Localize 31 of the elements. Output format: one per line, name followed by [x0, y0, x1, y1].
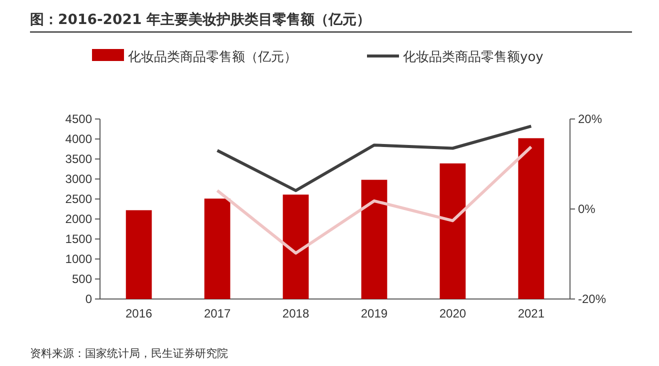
y-tick-label: 3000 [65, 172, 92, 186]
y-tick-label: 2000 [65, 212, 92, 226]
y-tick-label: 0 [85, 292, 92, 306]
y-tick-label: 4000 [65, 132, 92, 146]
chart-title: 图：2016-2021 年主要美妆护肤类目零售额（亿元） [30, 11, 371, 28]
y-tick-label: 500 [72, 272, 92, 286]
bar [204, 198, 230, 299]
x-tick-label: 2019 [360, 306, 388, 321]
x-tick-label: 2018 [282, 306, 310, 321]
x-tick-label: 2021 [518, 306, 545, 321]
legend-label: 化妆品类商品零售额yoy [403, 50, 544, 65]
line-series [216, 124, 533, 192]
x-tick-label: 2017 [204, 306, 231, 321]
text: 资料来源：国家统计局，民生证券研究院 [30, 347, 228, 360]
y2-tick-label: -20% [578, 292, 606, 306]
legend-label: 化妆品类商品零售额（亿元） [128, 50, 297, 65]
y-tick-label: 1500 [65, 232, 92, 246]
y2-tick-label: 0% [578, 202, 596, 216]
bar [361, 180, 388, 299]
bar [518, 138, 544, 299]
y-tick-label: 1000 [65, 252, 92, 266]
bar [282, 194, 309, 299]
y2-tick-label: 20% [578, 112, 602, 126]
y-tick-label: 4500 [65, 112, 92, 126]
x-tick-label: 2016 [125, 306, 153, 321]
bar [440, 163, 466, 299]
bar [126, 210, 152, 299]
y-tick-label: 3500 [65, 152, 92, 166]
line-series [216, 145, 533, 255]
y-tick-label: 2500 [65, 192, 92, 206]
x-tick-label: 2020 [439, 306, 466, 321]
